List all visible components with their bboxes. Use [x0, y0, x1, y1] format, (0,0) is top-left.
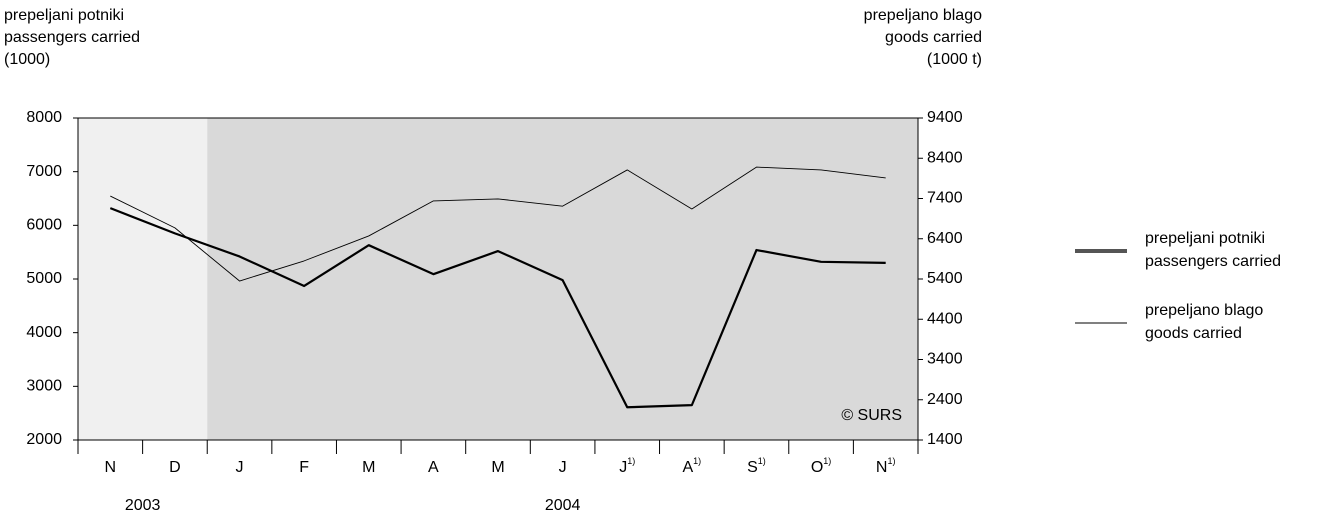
x-tick-text: F	[299, 459, 309, 476]
y2-tick-label: 1400	[927, 431, 963, 448]
x-tick-label: M	[491, 459, 504, 476]
y2-axis-title: goods carried	[885, 29, 982, 46]
data-line	[110, 166, 886, 282]
x-tick-text: N	[876, 459, 888, 476]
y-tick-label: 3000	[26, 378, 62, 395]
x-tick-label: J	[236, 459, 244, 476]
y-axis-title: prepeljani potniki	[4, 7, 124, 24]
x-tick-label: A	[428, 459, 439, 476]
x-tick-label: F	[299, 459, 309, 476]
x-tick-label: A1)	[683, 456, 702, 476]
y2-tick-label: 2400	[927, 391, 963, 408]
x-tick-footnote: 1)	[887, 456, 895, 466]
y2-axis-title: prepeljano blago	[864, 7, 982, 24]
y-tick-label: 8000	[26, 109, 62, 126]
y-tick-label: 4000	[26, 324, 62, 341]
y2-tick-label: 5400	[927, 270, 963, 287]
data-line	[109, 207, 886, 409]
x-tick-label: M	[362, 459, 375, 476]
x-tick-text: M	[362, 459, 375, 476]
year-label: 2003	[125, 497, 161, 514]
plot-shade-2003	[78, 118, 208, 440]
x-tick-label: N	[105, 459, 117, 476]
y2-tick-label: 3400	[927, 351, 963, 368]
y-axis-title: passengers carried	[4, 29, 140, 46]
x-tick-text: J	[236, 459, 244, 476]
y-axis-title: (1000)	[4, 51, 50, 68]
legend-label: passengers carried	[1145, 253, 1281, 270]
x-tick-footnote: 1)	[823, 456, 831, 466]
x-tick-text: D	[169, 459, 181, 476]
x-tick-text: S	[747, 459, 758, 476]
y2-tick-label: 6400	[927, 230, 963, 247]
y-tick-label: 7000	[26, 163, 62, 180]
x-tick-text: M	[491, 459, 504, 476]
annotation: © SURS	[841, 407, 902, 424]
x-tick-footnote: 1)	[693, 456, 701, 466]
x-tick-text: O	[811, 459, 823, 476]
x-tick-label: O1)	[811, 456, 831, 476]
y2-axis-title: (1000 t)	[927, 51, 982, 68]
legend-label: goods carried	[1145, 325, 1242, 342]
y-tick-label: 2000	[26, 431, 62, 448]
x-tick-footnote: 1)	[627, 456, 635, 466]
y-tick-label: 5000	[26, 270, 62, 287]
x-tick-text: A	[683, 459, 694, 476]
x-tick-text: J	[559, 459, 567, 476]
y2-tick-label: 7400	[927, 190, 963, 207]
x-tick-label: D	[169, 459, 181, 476]
y2-tick-label: 4400	[927, 310, 963, 327]
legend-label: prepeljano blago	[1145, 302, 1263, 319]
x-tick-footnote: 1)	[758, 456, 766, 466]
legend-label: prepeljani potniki	[1145, 230, 1265, 247]
x-tick-label: J1)	[619, 456, 635, 476]
y2-tick-label: 9400	[927, 109, 963, 126]
y-tick-label: 6000	[26, 217, 62, 234]
x-tick-label: J	[559, 459, 567, 476]
x-tick-label: S1)	[747, 456, 766, 476]
y2-tick-label: 8400	[927, 149, 963, 166]
x-tick-text: A	[428, 459, 439, 476]
x-tick-label: N1)	[876, 456, 896, 476]
year-label: 2004	[545, 497, 581, 514]
x-tick-text: N	[105, 459, 117, 476]
x-tick-text: J	[619, 459, 627, 476]
